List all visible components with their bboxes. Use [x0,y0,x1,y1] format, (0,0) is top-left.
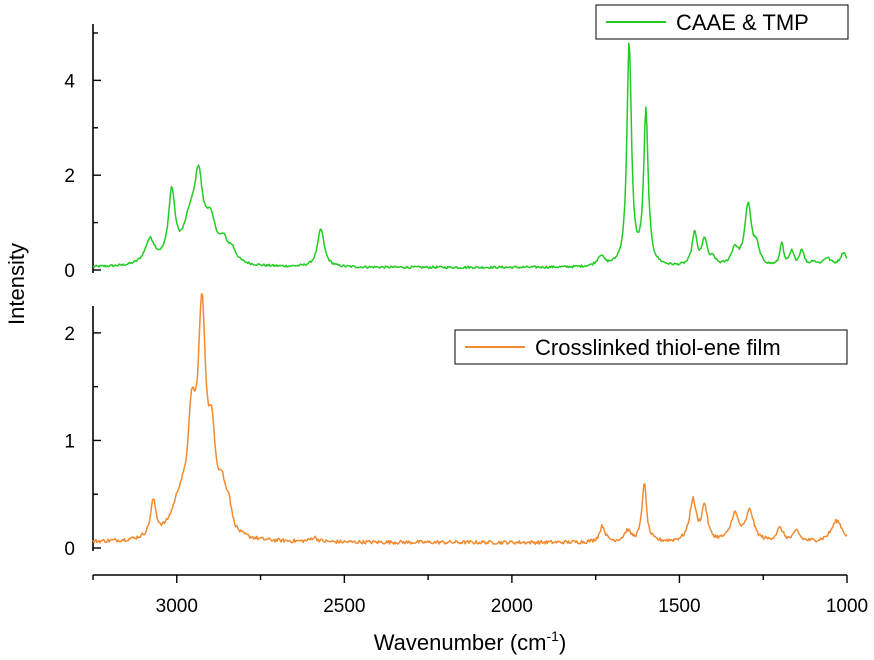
x-tick-label: 2000 [491,596,533,617]
x-axis-title-sup: -1 [547,628,560,644]
x-axis-title: Wavenumber (cm-1) [374,628,567,655]
series-line-top [92,42,848,270]
series-layer [92,42,848,545]
x-tick-label: 2500 [323,596,365,617]
x-axis-title-text: Wavenumber (cm [374,630,547,655]
x-tick-label: 1500 [658,596,700,617]
legend-top: CAAE & TMP [595,4,849,40]
y-tick-label-top: 2 [64,166,75,187]
legend-layer: CAAE & TMP Crosslinked thiol-ene film [454,4,849,365]
y-axis-title: Intensity [4,243,29,325]
legend-bottom: Crosslinked thiol-ene film [454,329,848,365]
x-tick-label: 1000 [826,596,868,617]
y-tick-label-bottom: 0 [64,539,75,560]
y-tick-label-bottom: 2 [64,324,75,345]
series-line-bottom [92,292,848,545]
x-tick-label: 3000 [156,596,198,617]
legend-label-bottom: Crosslinked thiol-ene film [535,335,781,360]
axes-layer: 0 2 4 0 1 2 3000 2500 2000 1500 1000 [64,24,868,617]
x-axis-title-close: ) [559,630,566,655]
legend-label-top: CAAE & TMP [676,10,809,35]
y-tick-label-bottom: 1 [64,431,75,452]
y-tick-label-top: 4 [64,71,75,92]
y-tick-label-top: 0 [64,261,75,282]
